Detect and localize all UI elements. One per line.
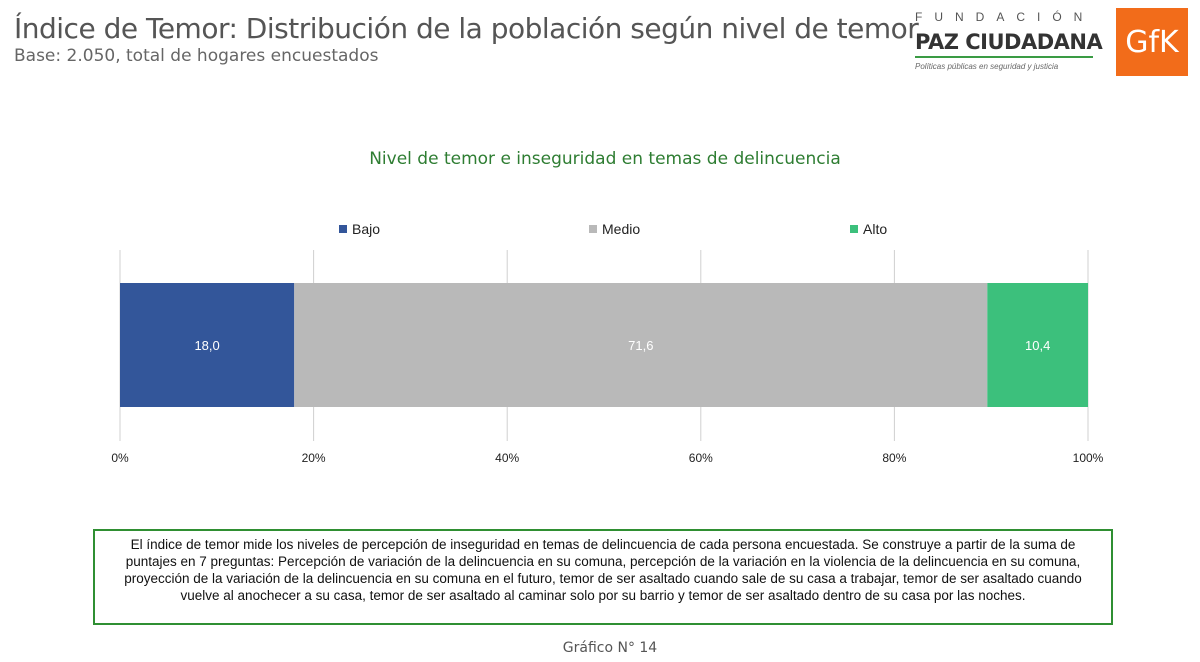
- legend-item-alto: Alto: [850, 221, 887, 237]
- data-label-bajo: 18,0: [194, 338, 219, 353]
- data-label-medio: 71,6: [628, 338, 653, 353]
- logo-divider: [915, 56, 1093, 58]
- page-subtitle: Base: 2.050, total de hogares encuestado…: [14, 46, 379, 66]
- bar-segment-alto: [987, 283, 1088, 407]
- figure-caption: Gráfico N° 14: [562, 640, 658, 656]
- bar-segment-bajo: [120, 283, 295, 407]
- logo-fundacion-text: FUNDACIÓN: [915, 10, 1095, 24]
- x-tick-label: 0%: [111, 451, 129, 465]
- legend-label-medio: Medio: [602, 221, 641, 237]
- x-tick-label: 100%: [1073, 451, 1104, 465]
- x-tick-label: 40%: [495, 451, 519, 465]
- x-tick-label: 60%: [689, 451, 713, 465]
- legend-label-bajo: Bajo: [352, 221, 381, 237]
- gfk-logo: GfK: [1116, 8, 1188, 76]
- chart-title: Nivel de temor e inseguridad en temas de…: [369, 149, 841, 169]
- legend-item-bajo: Bajo: [339, 221, 380, 237]
- x-tick-label: 80%: [882, 451, 906, 465]
- legend-label-alto: Alto: [863, 221, 888, 237]
- x-tick-label: 20%: [302, 451, 326, 465]
- bar-segment-medio: [294, 283, 988, 407]
- methodology-note: El índice de temor mide los niveles de p…: [93, 529, 1113, 625]
- paz-ciudadana-logo: FUNDACIÓN PAZ CIUDADANA Políticas públic…: [915, 10, 1103, 72]
- legend-swatch-alto: [850, 225, 858, 233]
- legend-swatch-medio: [589, 225, 597, 233]
- data-label-alto: 10,4: [1025, 338, 1050, 353]
- logo-paz-ciudadana-text: PAZ CIUDADANA: [915, 30, 1103, 54]
- legend-swatch-bajo: [339, 225, 347, 233]
- logo-tagline: Políticas públicas en seguridad y justic…: [915, 62, 1059, 71]
- legend-item-medio: Medio: [589, 221, 640, 237]
- page-title: Índice de Temor: Distribución de la pobl…: [14, 12, 919, 45]
